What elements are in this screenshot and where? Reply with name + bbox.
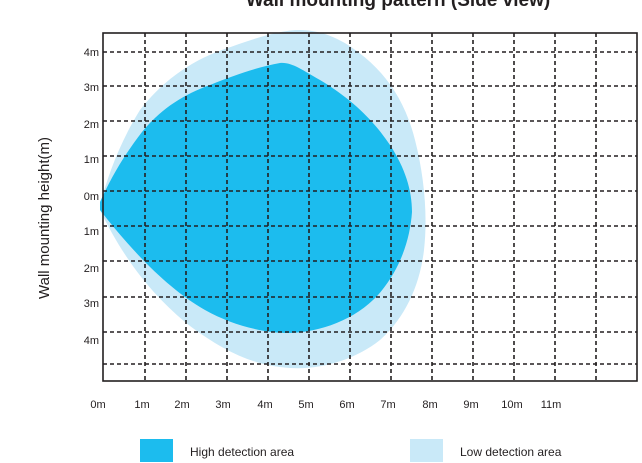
legend-swatch-high — [140, 439, 173, 462]
diagram-title: Wall mounting pattern (Side view) — [246, 0, 550, 11]
y-tick-label: 2m — [84, 263, 99, 275]
x-tick-label: 11m — [541, 399, 562, 411]
x-tick-label: 8m — [422, 399, 437, 411]
x-tick-label: 4m — [257, 399, 272, 411]
legend-label-high: High detection area — [190, 445, 294, 459]
y-tick-label: 2m — [84, 119, 99, 131]
x-tick-label: 10m — [501, 399, 522, 411]
x-tick-label: 2m — [174, 399, 189, 411]
x-tick-label: 9m — [463, 399, 478, 411]
y-tick-label: 4m — [84, 335, 99, 347]
high-detection-area — [100, 62, 412, 333]
x-tick-label: 5m — [298, 399, 313, 411]
y-tick-label: 3m — [84, 298, 99, 310]
y-tick-label: 0m — [84, 191, 99, 203]
y-tick-labels: 4m 3m 2m 1m 0m 1m 2m 3m 4m — [84, 47, 99, 347]
x-tick-label: 0m — [90, 399, 105, 411]
legend: High detection area Low detection area — [140, 439, 562, 462]
y-tick-label: 1m — [84, 226, 99, 238]
x-tick-label: 6m — [339, 399, 354, 411]
legend-label-low: Low detection area — [460, 445, 562, 459]
y-tick-label: 1m — [84, 154, 99, 166]
x-tick-label: 1m — [134, 399, 149, 411]
grid-lines — [103, 33, 637, 381]
y-tick-label: 3m — [84, 82, 99, 94]
y-tick-label: 4m — [84, 47, 99, 59]
x-tick-label: 3m — [215, 399, 230, 411]
legend-swatch-low — [410, 439, 443, 462]
plot-frame — [102, 32, 638, 382]
x-tick-labels: 0m 1m 2m 3m 4m 5m 6m 7m 8m 9m 10m 11m — [90, 399, 561, 411]
y-axis-label: Wall mounting height(m) — [36, 137, 53, 299]
x-tick-label: 7m — [380, 399, 395, 411]
